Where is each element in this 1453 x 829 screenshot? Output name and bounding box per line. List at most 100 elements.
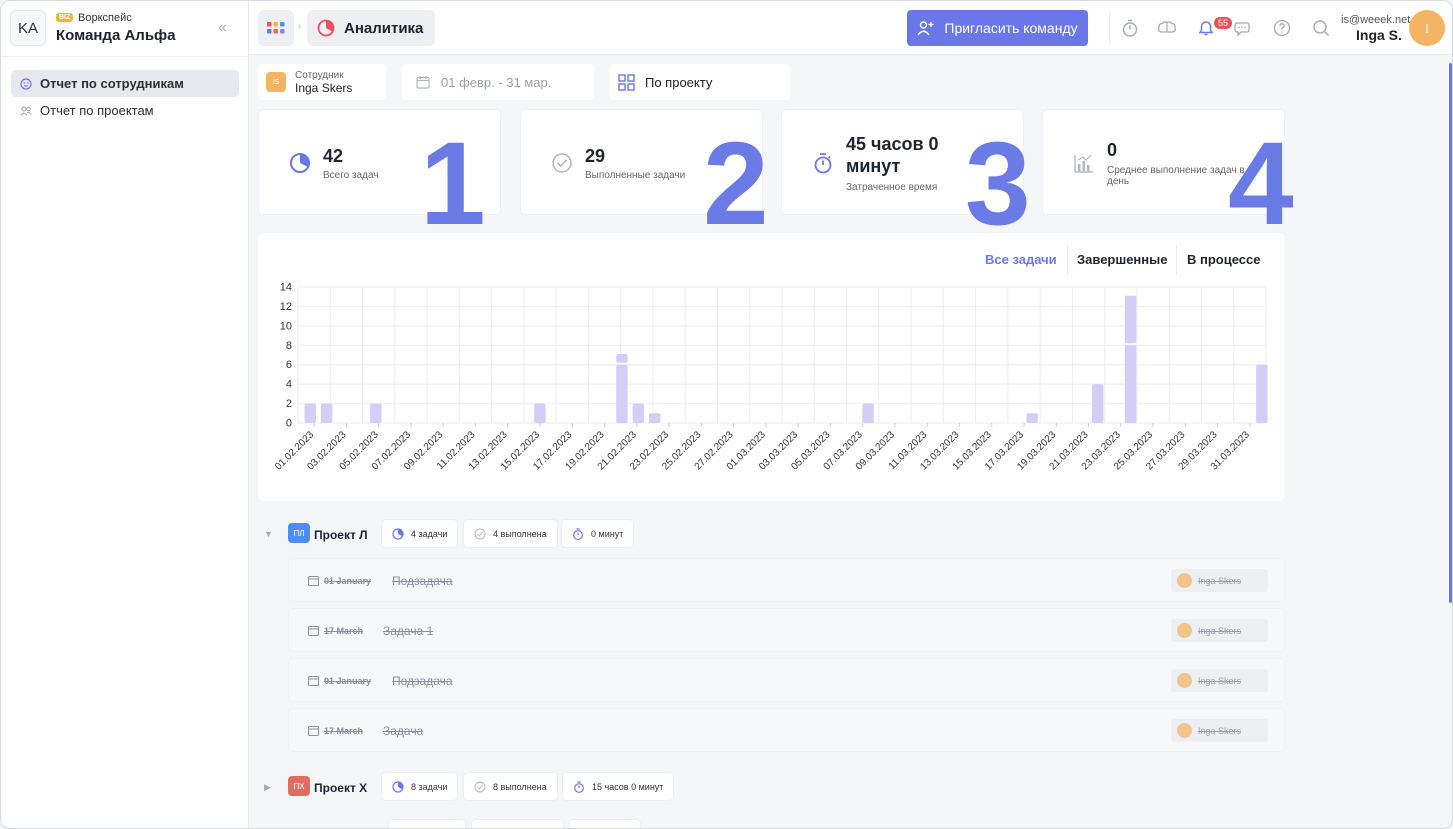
task-count-chip: 8 задачи	[381, 772, 459, 801]
bell-icon[interactable]	[1196, 18, 1216, 38]
bar	[370, 403, 382, 423]
task-row[interactable]: 17 March Задача 1 Inga Skers	[288, 608, 1285, 652]
task-row[interactable]: 01 January Подзадача Inga Skers	[288, 658, 1285, 702]
top-bar: › Аналитика Пригласить команду 55 is	[249, 1, 1452, 55]
tab-all-tasks[interactable]: Все задачи	[985, 252, 1057, 267]
notifications-badge: 55	[1214, 17, 1233, 29]
bar	[534, 403, 546, 423]
task-title: Подзадача	[392, 674, 453, 688]
workspace-name: Команда Альфа	[56, 27, 176, 44]
page-title: Аналитика	[344, 19, 424, 37]
smile-icon	[20, 77, 32, 90]
task-row[interactable]: 01 January Подзадача Inga Skers	[288, 558, 1285, 602]
project-name[interactable]: Проект Л	[314, 528, 368, 542]
task-assignee[interactable]: Inga Skers	[1171, 569, 1268, 592]
bar	[1256, 364, 1268, 423]
chip-label: 8 задачи	[411, 781, 448, 792]
task-count-chip: 4 задачи	[381, 519, 459, 548]
pie-chart-icon	[290, 153, 310, 173]
bar	[632, 403, 645, 423]
avatar	[1177, 623, 1192, 638]
date-range-filter[interactable]: 01 февр. - 31 мар.	[401, 64, 594, 100]
check-circle-icon	[474, 781, 486, 792]
group-by-filter[interactable]: По проекту	[609, 64, 791, 100]
avatar	[1177, 573, 1192, 588]
group-by-value: По проекту	[645, 74, 713, 90]
chat-icon[interactable]	[1234, 18, 1254, 38]
task-date: 17 March	[324, 626, 364, 636]
workspace-switcher[interactable]: KA BIZ Воркспейс Команда Альфа	[10, 10, 240, 48]
completed-count-chip: 8 выполнена	[463, 772, 558, 801]
bar	[1091, 384, 1104, 423]
project-badge: ПЛ	[288, 523, 310, 543]
task-date: 01 January	[324, 576, 372, 586]
tab-completed[interactable]: Завершенные	[1077, 252, 1168, 267]
grid-icon	[618, 73, 635, 91]
pie-chart-icon	[392, 527, 404, 540]
avatar[interactable]: I	[1409, 10, 1445, 46]
breadcrumb[interactable]: Аналитика	[307, 10, 436, 46]
collapse-icon[interactable]: ▼	[264, 529, 273, 539]
task-title: Задача	[383, 724, 424, 738]
divider	[1067, 245, 1068, 275]
task-row[interactable]: 17 March Задача Inga Skers	[288, 708, 1285, 752]
apps-button[interactable]	[258, 10, 294, 46]
stopwatch-icon	[574, 780, 584, 793]
stat-card-completed-tasks: 29 Выполненные задачи 2	[520, 109, 769, 243]
task-date: 17 March	[324, 726, 364, 736]
invite-team-button[interactable]: Пригласить команду	[907, 10, 1088, 46]
calendar-icon	[308, 726, 319, 736]
task-assignee[interactable]: Inga Skers	[1171, 619, 1268, 642]
annotation-number: 4	[1228, 118, 1294, 250]
annotation-number: 3	[965, 118, 1031, 250]
project-group-l: ▼ ПЛ Проект Л 4 задачи 4 выполнена 0 мин…	[258, 519, 1285, 550]
help-icon[interactable]	[1272, 18, 1292, 38]
y-tick-label: 8	[286, 340, 292, 352]
stat-label: Затраченное время	[846, 182, 938, 193]
stat-card-total-tasks: 42 Всего задач 1	[258, 109, 501, 243]
avatar	[1177, 723, 1192, 738]
assignee-name: Inga Skers	[1198, 625, 1242, 636]
assignee-name: Inga Skers	[1198, 675, 1242, 686]
bar	[1124, 295, 1137, 344]
annotation-number: 1	[420, 118, 486, 250]
bar	[616, 364, 628, 423]
sidebar-item-employee-report[interactable]: Отчет по сотрудникам	[11, 70, 239, 97]
y-tick-label: 0	[286, 418, 292, 430]
time-chip	[569, 819, 641, 828]
brain-icon[interactable]	[1157, 18, 1177, 38]
stat-card-average-per-day: 0 Среднее выполнение задач в день 4	[1042, 109, 1294, 243]
stat-value: 42	[323, 146, 344, 166]
sidebar-item-project-report[interactable]: Отчет по проектам	[11, 97, 239, 124]
y-tick-label: 4	[286, 379, 292, 391]
workspace-label: Воркспейс	[78, 12, 132, 24]
user-name: Inga S.	[1356, 27, 1402, 43]
project-badge: ПХ	[288, 776, 310, 796]
task-assignee[interactable]: Inga Skers	[1171, 669, 1268, 692]
stat-card-time-spent: 45 часов 0 минут Затраченное время 3	[781, 109, 1031, 243]
y-tick-label: 6	[286, 359, 292, 371]
timer-icon[interactable]	[1120, 18, 1140, 38]
tab-in-progress[interactable]: В процессе	[1187, 252, 1261, 267]
assignee-name: Inga Skers	[1198, 575, 1242, 586]
scrollbar[interactable]	[1449, 63, 1452, 603]
time-chip: 0 минут	[561, 519, 635, 548]
add-user-icon	[917, 21, 934, 36]
chip-label: 4 задачи	[411, 528, 448, 539]
bar	[862, 403, 874, 423]
avatar	[1177, 673, 1192, 688]
completed-count-chip	[471, 819, 564, 828]
collapse-sidebar-icon[interactable]: «	[218, 19, 227, 36]
employee-filter[interactable]: IS Сотрудник Inga Skers	[258, 64, 386, 100]
tasks-chart-panel: Все задачи Завершенные В процессе 0 2 4 6 8 1…	[258, 233, 1285, 501]
employee-filter-value: Inga Skers	[295, 80, 353, 95]
calendar-icon	[308, 676, 319, 686]
user-email: is@weeek.net	[1341, 14, 1411, 26]
assignee-name: Inga Skers	[1198, 725, 1242, 736]
project-name[interactable]: Проект X	[314, 781, 368, 795]
calendar-icon	[308, 576, 319, 586]
chip-label: 15 часов 0 минут	[592, 781, 664, 792]
expand-icon[interactable]: ▶	[264, 782, 271, 792]
search-icon[interactable]	[1311, 18, 1331, 38]
task-assignee[interactable]: Inga Skers	[1171, 719, 1268, 742]
